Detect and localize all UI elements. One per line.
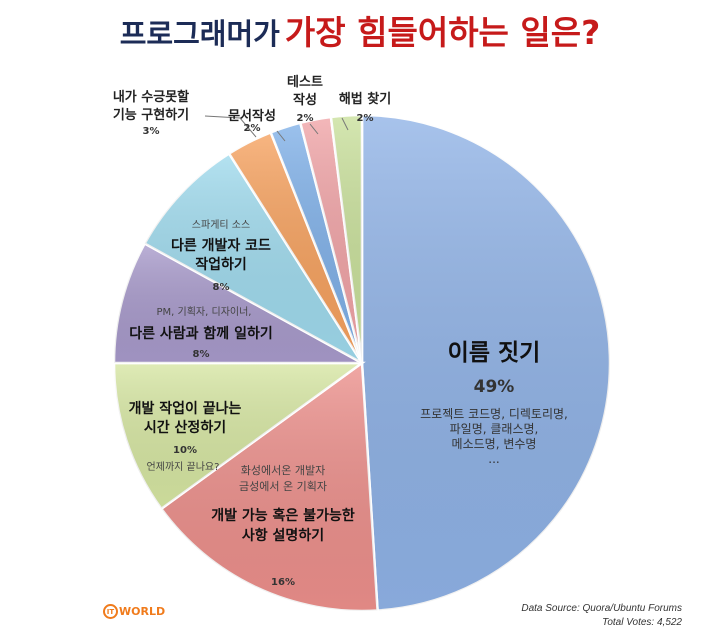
pie-slice-shade-explain bbox=[161, 363, 378, 611]
itworld-logo: IT WORLD bbox=[103, 604, 165, 619]
slice-percent-unwanted: 3% bbox=[143, 126, 160, 137]
pie-slice-shade-solution bbox=[330, 115, 362, 363]
slice-note-estimate: 언제까지 끝나요? bbox=[147, 461, 220, 473]
slice-percent-tests: 2% bbox=[297, 113, 314, 124]
slice-label-tests: 테스트 bbox=[287, 75, 323, 90]
leader-line-docs bbox=[276, 130, 286, 142]
logo-text: WORLD bbox=[119, 605, 166, 618]
slice-label-explain: 개발 가능 혹은 불가능한 bbox=[211, 507, 355, 524]
slice-note-explain: 금성에서 온 기획자 bbox=[239, 480, 327, 493]
slice-label-docs: 문서작성 bbox=[228, 108, 276, 124]
slice-note-naming: ... bbox=[488, 452, 499, 466]
slice-label-legacy: 작업하기 bbox=[195, 256, 247, 273]
slice-percent-legacy: 8% bbox=[213, 282, 230, 293]
pie-slice-shade-legacy bbox=[144, 153, 362, 363]
slice-note-naming: 프로젝트 코드명, 디렉토리명, bbox=[420, 407, 568, 421]
data-source-note: Data Source: Quora/Ubuntu Forums bbox=[521, 603, 682, 614]
slice-percent-naming: 49% bbox=[474, 377, 515, 397]
slice-percent-estimate: 10% bbox=[173, 445, 197, 456]
slice-label-tests: 작성 bbox=[293, 92, 317, 108]
slice-label-unwanted: 기능 구현하기 bbox=[113, 107, 189, 123]
total-votes-note: Total Votes: 4,522 bbox=[602, 617, 682, 628]
chart-title: 프로그래머가 가장 힘들어하는 일은? bbox=[0, 6, 720, 54]
slice-percent-solution: 2% bbox=[357, 113, 374, 124]
slice-note-naming: 메소드명, 변수명 bbox=[452, 437, 537, 451]
slice-note-others: PM, 기획자, 디자이너, bbox=[157, 306, 252, 318]
slice-label-solution: 해법 찾기 bbox=[339, 91, 391, 107]
slice-label-legacy: 다른 개발자 코드 bbox=[171, 237, 271, 254]
slice-percent-docs: 2% bbox=[244, 123, 261, 134]
slice-label-unwanted: 내가 수긍못할 bbox=[113, 89, 189, 105]
pie-slice-shade-others bbox=[114, 243, 362, 363]
pie-slice-shade-estimate bbox=[114, 363, 362, 509]
pie-slice-shade-docs bbox=[270, 122, 362, 363]
leader-line-tests bbox=[309, 123, 319, 135]
slice-label-others: 다른 사람과 함께 일하기 bbox=[129, 325, 272, 342]
slice-note-naming: 파일명, 클래스명, bbox=[450, 422, 539, 436]
pie-slice-shade-tests bbox=[300, 116, 362, 364]
slice-label-naming: 이름 짓기 bbox=[448, 340, 541, 366]
slice-percent-others: 8% bbox=[193, 349, 210, 360]
leader-line-unwanted bbox=[204, 115, 257, 138]
chart-title-part2: 가장 힘들어하는 일은? bbox=[284, 13, 601, 52]
slice-label-estimate: 시간 산정하기 bbox=[144, 419, 226, 436]
slice-note-explain: 화성에서온 개발자 bbox=[241, 464, 325, 477]
pie-slice-shade-naming bbox=[362, 115, 610, 611]
logo-mark: IT bbox=[103, 604, 118, 619]
chart-title-part1: 프로그래머가 bbox=[119, 17, 280, 51]
slice-label-estimate: 개발 작업이 끝나는 bbox=[129, 400, 242, 417]
slice-note-legacy: 스파게티 소스 bbox=[192, 219, 250, 231]
pie-slice-shade-unwanted bbox=[229, 132, 362, 363]
slice-label-explain: 사항 설명하기 bbox=[242, 527, 324, 544]
slice-percent-explain: 16% bbox=[271, 577, 295, 588]
leader-line-solution bbox=[341, 117, 349, 131]
